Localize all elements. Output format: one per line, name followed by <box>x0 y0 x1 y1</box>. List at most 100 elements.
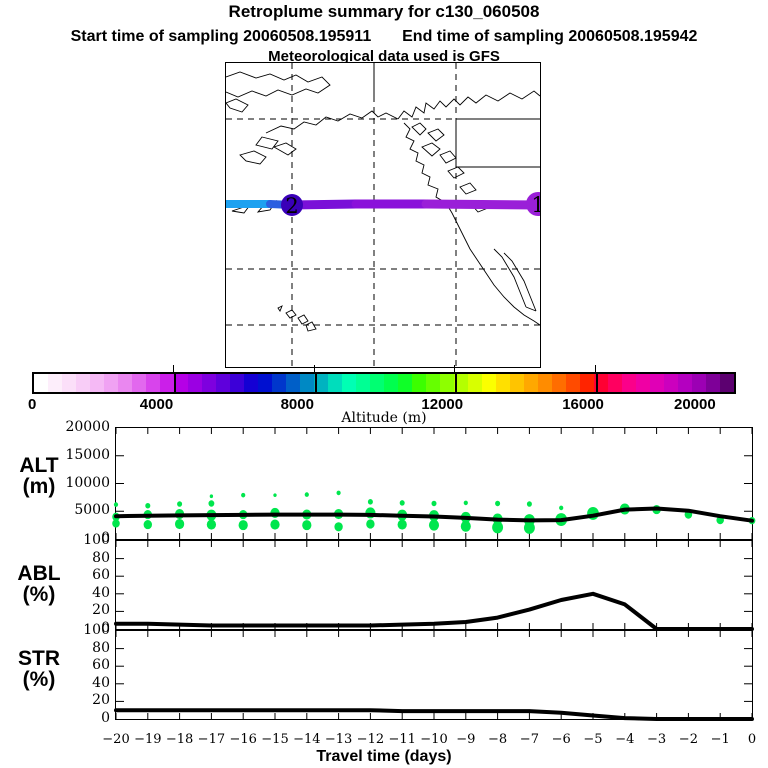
alt-particle-bubble-41 <box>523 521 535 534</box>
colorbar-divider-3 <box>455 374 458 392</box>
ylabs-abl-1: 20 <box>92 602 110 619</box>
xtick-label-20: 0 <box>747 732 757 747</box>
alt-particle-bubble-29 <box>397 519 407 530</box>
colorbar-segment-21 <box>328 374 342 392</box>
colorbar-segment-4 <box>90 374 104 392</box>
colorbar-segment-18 <box>286 374 300 392</box>
ylabs-alt-0: 0 <box>101 530 110 546</box>
colorbar-segment-2 <box>62 374 76 392</box>
altitude-colorbar[interactable] <box>32 372 736 394</box>
alt-particle-bubble-42 <box>526 501 532 507</box>
alt-particle-bubble-35 <box>460 520 471 532</box>
colorbar-tick-1 <box>172 365 174 372</box>
colorbar-segment-34 <box>510 374 524 392</box>
colorbar-segment-16 <box>258 374 272 392</box>
colorbar-segment-5 <box>104 374 118 392</box>
coastline-alaska <box>226 71 399 214</box>
colorbar-segment-3 <box>76 374 90 392</box>
colorbar-tick-label-1: 4000 <box>139 396 174 413</box>
ylabs-str-0: 0 <box>101 710 110 726</box>
alt-particle-bubble-7 <box>174 518 185 530</box>
colorbar-segment-45 <box>664 374 678 392</box>
trajectory-path <box>226 199 540 212</box>
abl-plot-canvas <box>114 541 754 631</box>
xtick-label-1: −19 <box>134 732 162 747</box>
colorbar-segment-30 <box>454 374 468 392</box>
colorbar-segment-15 <box>244 374 258 392</box>
colorbar-segment-24 <box>370 374 384 392</box>
colorbar-segment-47 <box>692 374 706 392</box>
ylabs-str-5: 100 <box>83 622 110 638</box>
alt-plot-canvas <box>112 428 756 539</box>
alt-particle-bubble-4 <box>143 519 152 530</box>
colorbar-segment-22 <box>342 374 356 392</box>
abl-plot-panel[interactable] <box>114 540 754 631</box>
coastline-baja <box>493 248 537 312</box>
colorbar-segment-41 <box>608 374 622 392</box>
xtick-label-2: −18 <box>165 732 194 747</box>
colorbar-segment-6 <box>118 374 132 392</box>
colorbar-tick-2 <box>313 365 315 372</box>
colorbar-segment-8 <box>146 374 160 392</box>
alt-particle-bubble-24 <box>336 490 341 496</box>
trajectory-marker-2[interactable] <box>281 194 303 216</box>
xtick-label-11: −9 <box>456 732 476 747</box>
xtick-label-15: −5 <box>583 732 603 747</box>
alt-particle-bubble-18 <box>273 493 277 497</box>
ylabs-str-3: 60 <box>92 657 110 674</box>
colorbar-segment-43 <box>636 374 650 392</box>
xtick-label-3: −17 <box>197 732 226 747</box>
colorbar-tick-4 <box>595 365 597 372</box>
abl-fraction-line <box>114 591 754 631</box>
trajectory-marker-1[interactable] <box>526 192 540 216</box>
trajectory-marker-1-label: 1 <box>531 193 540 217</box>
colorbar-divider-1 <box>173 374 176 392</box>
ylabs-alt-4: 20000 <box>65 419 110 435</box>
xtick-label-6: −14 <box>293 732 321 747</box>
alt-particle-bubble-32 <box>428 519 440 531</box>
ylabs-alt-2: 10000 <box>65 474 110 491</box>
str-plot-panel[interactable] <box>114 630 754 721</box>
colorbar-segment-26 <box>398 374 412 392</box>
ylabs-abl-2: 40 <box>92 584 110 601</box>
colorbar-segment-25 <box>384 374 398 392</box>
colorbar-segment-9 <box>160 374 174 392</box>
str-axis-label: STR (%) <box>18 647 60 691</box>
alt-particle-bubble-1 <box>112 519 120 528</box>
colorbar-segment-32 <box>482 374 496 392</box>
colorbar-segment-46 <box>678 374 692 392</box>
alt-particle-bubble-11 <box>208 500 215 507</box>
map-graticule <box>226 63 540 367</box>
trajectory-map-panel[interactable]: 2 1 <box>225 62 541 368</box>
alt-axis-label: ALT (m) <box>19 454 59 498</box>
colorbar-segment-31 <box>468 374 482 392</box>
colorbar-segment-13 <box>216 374 230 392</box>
xtick-label-9: −11 <box>388 732 416 747</box>
colorbar-segment-19 <box>300 374 314 392</box>
colorbar-segment-33 <box>496 374 510 392</box>
page-title: Retroplume summary for c130_060508 <box>228 2 540 21</box>
str-fraction-line <box>114 708 754 721</box>
xtick-label-13: −7 <box>519 732 539 747</box>
colorbar-segment-38 <box>566 374 580 392</box>
colorbar-divider-2 <box>314 374 317 392</box>
colorbar-tick-label-5: 20000 <box>674 396 716 413</box>
map-canvas: 2 1 <box>226 63 540 367</box>
xtick-label-7: −13 <box>324 732 353 747</box>
colorbar-segment-49 <box>720 374 734 392</box>
alt-particle-bubble-26 <box>366 519 375 529</box>
ylabs-alt-3: 15000 <box>65 446 110 463</box>
xtick-label-17: −3 <box>647 732 667 747</box>
colorbar-segment-7 <box>132 374 146 392</box>
xtick-label-19: −1 <box>710 732 730 747</box>
colorbar-segment-36 <box>538 374 552 392</box>
colorbar-segment-20 <box>314 374 328 392</box>
alt-particle-bubble-21 <box>304 492 309 497</box>
alt-particle-bubble-8 <box>177 501 183 507</box>
alt-plot-panel[interactable] <box>112 427 756 540</box>
colorbar-tick-label-4: 16000 <box>562 396 604 413</box>
alt-particle-bubble-39 <box>495 500 501 507</box>
colorbar-segment-44 <box>650 374 664 392</box>
alt-particle-bubble-5 <box>145 502 151 509</box>
colorbar-axis-title: Altitude (m) <box>341 410 427 426</box>
